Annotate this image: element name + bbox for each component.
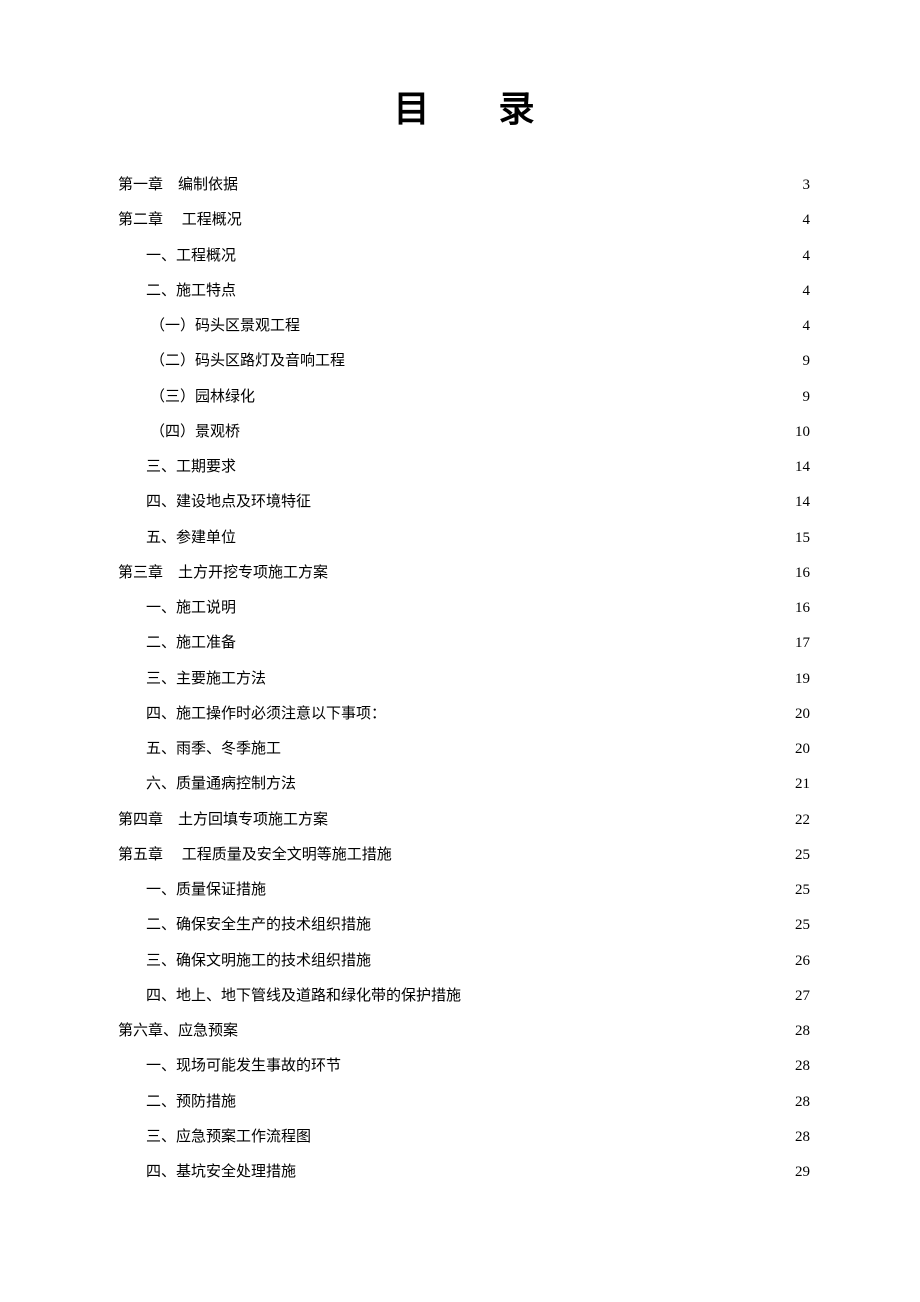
toc-label: 一、质量保证措施 [146, 873, 266, 908]
toc-label: 四、建设地点及环境特征 [146, 485, 311, 520]
toc-entry: 二、施工特点 4 [118, 274, 810, 309]
toc-page-number: 15 [793, 521, 810, 556]
toc-label: 二、施工准备 [146, 626, 236, 661]
toc-page-number: 22 [793, 803, 810, 838]
toc-page-number: 14 [793, 450, 810, 485]
toc-label: （三）园林绿化 [150, 380, 255, 415]
toc-page-number: 20 [793, 732, 810, 767]
toc-label: 六、质量通病控制方法 [146, 767, 296, 802]
toc-label: 三、应急预案工作流程图 [146, 1120, 311, 1155]
toc-page-number: 3 [801, 168, 811, 203]
toc-page-number: 9 [801, 344, 811, 379]
toc-label: 二、预防措施 [146, 1085, 236, 1120]
toc-label: 三、工期要求 [146, 450, 236, 485]
toc-entry: 六、质量通病控制方法 21 [118, 767, 810, 802]
toc-entry: 一、工程概况 4 [118, 239, 810, 274]
toc-entry: 第六章、应急预案 28 [118, 1014, 810, 1049]
toc-entry: 第三章 土方开挖专项施工方案 16 [118, 556, 810, 591]
toc-page-number: 4 [801, 239, 811, 274]
toc-page-number: 26 [793, 944, 810, 979]
toc-page-number: 29 [793, 1155, 810, 1190]
toc-entry: 第四章 土方回填专项施工方案 22 [118, 803, 810, 838]
toc-label: 一、工程概况 [146, 239, 236, 274]
toc-entry: （一）码头区景观工程 4 [118, 309, 810, 344]
toc-label: 一、施工说明 [146, 591, 236, 626]
toc-page-number: 4 [801, 274, 811, 309]
toc-label: 第四章 土方回填专项施工方案 [118, 803, 328, 838]
toc-page-number: 4 [801, 309, 811, 344]
toc-entry: 二、预防措施 28 [118, 1085, 810, 1120]
toc-entry: 二、确保安全生产的技术组织措施 25 [118, 908, 810, 943]
toc-page-number: 16 [793, 591, 810, 626]
toc-label: （四）景观桥 [150, 415, 240, 450]
toc-label: 二、施工特点 [146, 274, 236, 309]
toc-entry: 三、主要施工方法 19 [118, 662, 810, 697]
toc-label: 二、确保安全生产的技术组织措施 [146, 908, 371, 943]
toc-page-number: 28 [793, 1120, 810, 1155]
toc-label: 第二章 工程概况 [118, 203, 242, 238]
toc-label: 第六章、应急预案 [118, 1014, 238, 1049]
toc-entry: 一、施工说明 16 [118, 591, 810, 626]
toc-entry: 三、工期要求 14 [118, 450, 810, 485]
toc-entry: 四、建设地点及环境特征 14 [118, 485, 810, 520]
toc-label: 三、主要施工方法 [146, 662, 266, 697]
page-title: 目 录 [118, 80, 810, 132]
toc-entry: 二、施工准备 17 [118, 626, 810, 661]
toc-entry: 三、应急预案工作流程图 28 [118, 1120, 810, 1155]
toc-entry: （三）园林绿化 9 [118, 380, 810, 415]
toc-page-number: 21 [793, 767, 810, 802]
toc-page-number: 20 [793, 697, 810, 732]
toc-page-number: 4 [801, 203, 811, 238]
toc-label: 五、雨季、冬季施工 [146, 732, 281, 767]
toc-page-number: 16 [793, 556, 810, 591]
toc-label: 五、参建单位 [146, 521, 236, 556]
toc-label: 四、地上、地下管线及道路和绿化带的保护措施 [146, 979, 461, 1014]
toc-page-number: 19 [793, 662, 810, 697]
toc-label: 一、现场可能发生事故的环节 [146, 1049, 341, 1084]
toc-entry: 一、质量保证措施 25 [118, 873, 810, 908]
toc-label: 第五章 工程质量及安全文明等施工措施 [118, 838, 392, 873]
toc-entry: 第二章 工程概况 4 [118, 203, 810, 238]
toc-entry: 四、基坑安全处理措施 29 [118, 1155, 810, 1190]
toc-page-number: 25 [793, 908, 810, 943]
toc-page-number: 25 [793, 873, 810, 908]
toc-page-number: 9 [801, 380, 811, 415]
toc-page-number: 14 [793, 485, 810, 520]
toc-label: 四、施工操作时必须注意以下事项： [146, 697, 386, 732]
toc-entry: （四）景观桥 10 [118, 415, 810, 450]
toc-entry: 一、现场可能发生事故的环节 28 [118, 1049, 810, 1084]
toc-label: 四、基坑安全处理措施 [146, 1155, 296, 1190]
toc-entry: 三、确保文明施工的技术组织措施 26 [118, 944, 810, 979]
toc-entry: 第一章 编制依据 3 [118, 168, 810, 203]
toc-entry: 四、地上、地下管线及道路和绿化带的保护措施 27 [118, 979, 810, 1014]
toc-page-number: 28 [793, 1049, 810, 1084]
toc-page-number: 28 [793, 1085, 810, 1120]
table-of-contents: 第一章 编制依据3第二章 工程概况4一、工程概况4二、施工特点4（一）码头区景观… [118, 168, 810, 1190]
toc-entry: （二）码头区路灯及音响工程 9 [118, 344, 810, 379]
toc-label: （一）码头区景观工程 [150, 309, 300, 344]
toc-entry: 第五章 工程质量及安全文明等施工措施 25 [118, 838, 810, 873]
toc-page-number: 27 [793, 979, 810, 1014]
toc-label: 三、确保文明施工的技术组织措施 [146, 944, 371, 979]
toc-entry: 四、施工操作时必须注意以下事项： 20 [118, 697, 810, 732]
toc-entry: 五、参建单位 15 [118, 521, 810, 556]
toc-label: 第一章 编制依据 [118, 168, 238, 203]
toc-entry: 五、雨季、冬季施工 20 [118, 732, 810, 767]
toc-label: （二）码头区路灯及音响工程 [150, 344, 345, 379]
toc-page-number: 10 [793, 415, 810, 450]
toc-page-number: 17 [793, 626, 810, 661]
toc-page-number: 25 [793, 838, 810, 873]
toc-label: 第三章 土方开挖专项施工方案 [118, 556, 328, 591]
toc-page-number: 28 [793, 1014, 810, 1049]
